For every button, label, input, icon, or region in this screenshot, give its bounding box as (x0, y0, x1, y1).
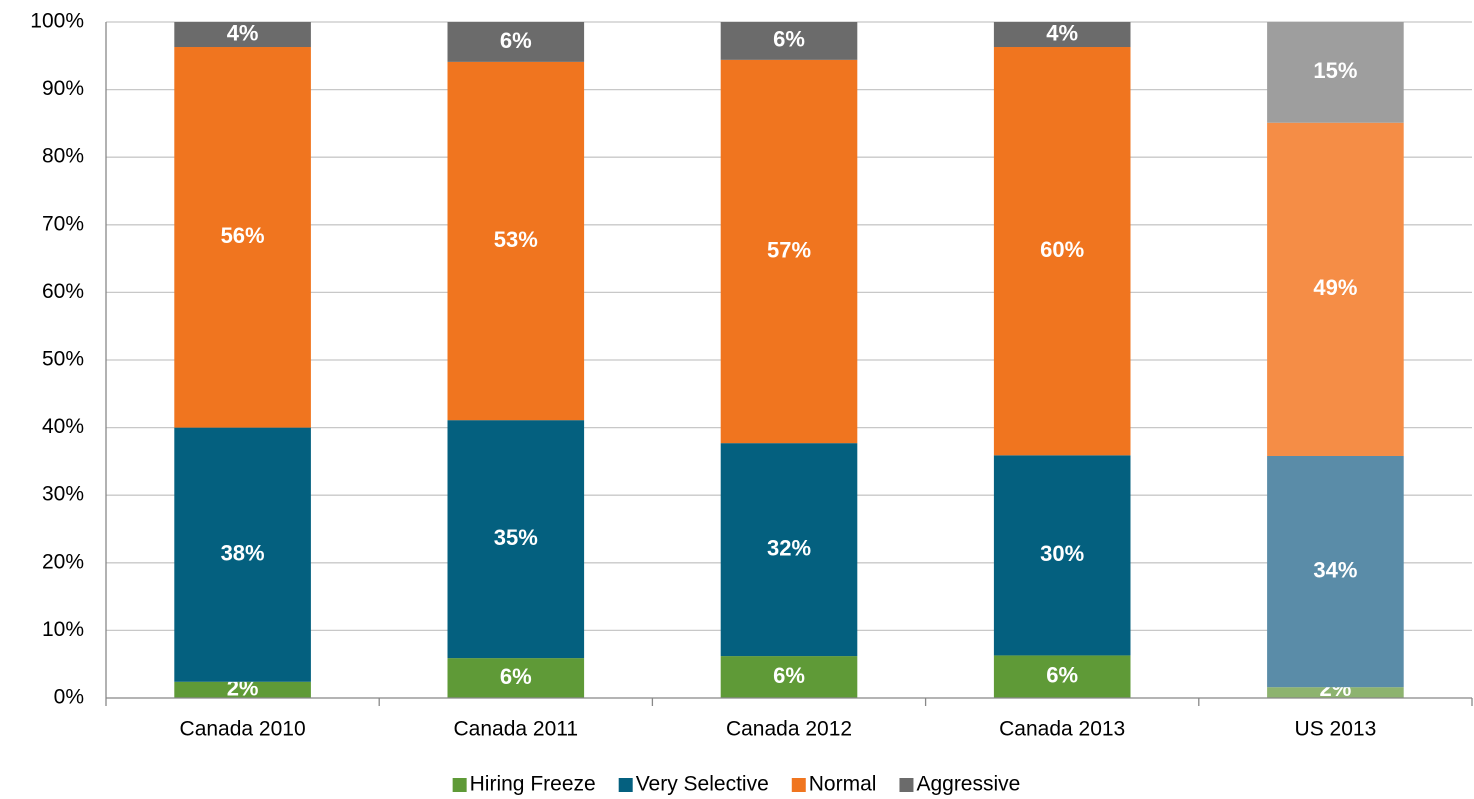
bar-segment (1267, 22, 1404, 123)
bar-segment (1267, 122, 1404, 456)
value-label: 4% (1046, 20, 1078, 45)
value-label: 6% (773, 663, 805, 688)
value-label: 6% (773, 27, 805, 52)
value-label: 56% (221, 223, 265, 248)
bar-segment (993, 455, 1131, 656)
bar-segment (174, 47, 311, 428)
value-label: 57% (767, 237, 811, 262)
value-label: 53% (494, 227, 538, 252)
value-label: 30% (1040, 541, 1084, 566)
bar-segment (1267, 687, 1404, 698)
bar-segment (720, 656, 858, 698)
legend-swatch (791, 778, 806, 792)
y-tick-label: 40% (42, 415, 84, 438)
y-tick-label: 70% (42, 212, 84, 235)
value-label: 60% (1040, 237, 1084, 262)
bar-segment (447, 22, 585, 62)
bar-segment (447, 420, 585, 659)
value-label: 49% (1313, 275, 1357, 300)
value-label: 34% (1313, 557, 1357, 582)
bar-segment (720, 59, 858, 444)
legend-swatch (618, 778, 633, 792)
legend-label: Hiring Freeze (470, 773, 596, 796)
bar-segment (174, 22, 311, 48)
x-tick-label: US 2013 (1295, 718, 1377, 741)
x-tick-label: Canada 2010 (180, 718, 306, 741)
value-label: 6% (1046, 663, 1078, 688)
bar-segment (1267, 455, 1404, 688)
y-tick-label: 10% (42, 618, 84, 641)
bar-segment (174, 681, 311, 698)
bar-segment (993, 22, 1131, 48)
value-label: 6% (500, 28, 532, 53)
y-tick-label: 20% (42, 550, 84, 573)
bar-segment (447, 658, 585, 698)
legend-label: Very Selective (636, 773, 769, 796)
bar-segment (447, 61, 585, 421)
y-tick-label: 90% (42, 77, 84, 100)
y-tick-label: 50% (42, 348, 84, 371)
y-tick-label: 80% (42, 145, 84, 168)
value-label: 4% (227, 20, 259, 45)
value-label: 38% (221, 541, 265, 566)
legend-label: Aggressive (916, 773, 1020, 796)
x-tick-label: Canada 2012 (726, 718, 852, 741)
bar-segment (993, 47, 1131, 456)
x-tick-label: Canada 2013 (999, 718, 1125, 741)
legend-label: Normal (809, 773, 877, 796)
bar-segment (720, 443, 858, 657)
bar-segment (174, 427, 311, 682)
y-tick-label: 0% (54, 686, 84, 709)
value-label: 35% (494, 525, 538, 550)
value-label: 15% (1313, 58, 1357, 83)
y-tick-label: 100% (30, 10, 84, 33)
value-label: 32% (767, 535, 811, 560)
x-tick-label: Canada 2011 (454, 718, 579, 741)
bar-segment (720, 22, 858, 60)
y-tick-label: 30% (42, 483, 84, 506)
value-label: 6% (500, 664, 532, 689)
legend-swatch (899, 778, 914, 792)
y-tick-label: 60% (42, 280, 84, 303)
legend-swatch (452, 778, 467, 792)
bar-segment (993, 655, 1131, 698)
